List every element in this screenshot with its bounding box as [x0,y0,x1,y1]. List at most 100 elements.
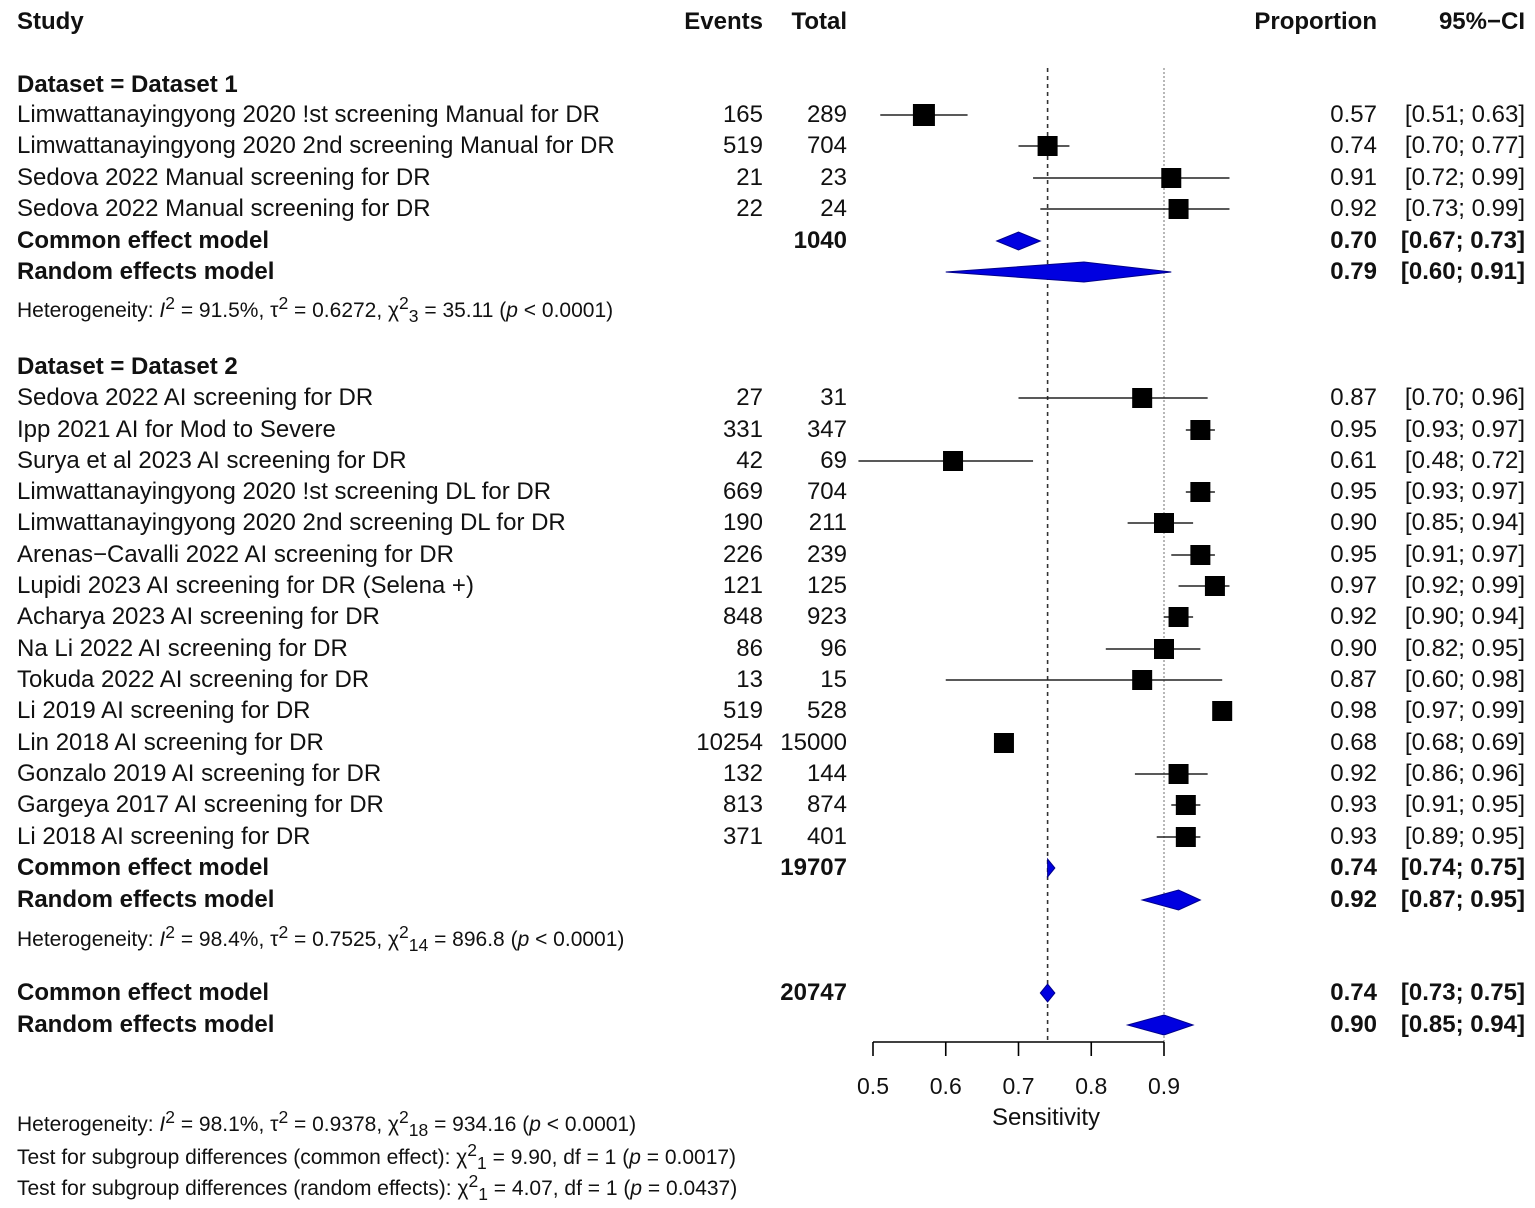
subgroup-test-common: Test for subgroup differences (common ef… [17,1140,737,1174]
group-random-label: Random effects model [17,258,275,285]
study-row: Limwattanayingyong 2020 2nd screening DL… [0,508,1535,538]
study-proportion: 0.93 [1330,791,1377,818]
study-events: 86 [736,635,763,662]
study-row: Na Li 2022 AI screening for DR 86 96 0.90 [0… [0,634,1535,664]
study-events: 13 [736,666,763,693]
study-row: Lupidi 2023 AI screening for DR (Selena … [0,571,1535,601]
study-events: 21 [736,164,763,191]
study-ci: [0.93; 0.97] [1404,478,1525,505]
study-row: Li 2018 AI screening for DR 371 401 0.93 [0.… [0,822,1535,852]
study-total: 31 [820,384,847,411]
group-common-total: 19707 [780,854,847,881]
study-total: 23 [820,164,847,191]
study-total: 15 [820,666,847,693]
study-proportion: 0.95 [1330,541,1377,568]
study-ci: [0.68; 0.69] [1404,729,1525,756]
group-heterogeneity: Heterogeneity: I2 = 91.5%, τ2 = 0.6272, … [17,293,614,327]
study-ci: [0.86; 0.96] [1404,760,1525,787]
study-name: Limwattanayingyong 2020 2nd screening Ma… [17,132,615,159]
study-name: Limwattanayingyong 2020 !st screening Ma… [17,101,600,128]
group-random-row: Random effects model 0.92 [0.87; 0.95] [0,885,1535,915]
study-events: 813 [722,791,763,818]
study-row: Arenas−Cavalli 2022 AI screening for DR 2… [0,540,1535,570]
overall-common-ci: [0.73; 0.75] [1400,979,1525,1006]
x-axis-label: Sensitivity [991,1104,1101,1131]
study-ci: [0.90; 0.94] [1404,603,1525,630]
study-events: 519 [722,132,763,159]
study-events: 22 [736,195,763,222]
study-name: Sedova 2022 Manual screening for DR [17,164,431,191]
study-events: 42 [736,447,763,474]
study-name: Arenas−Cavalli 2022 AI screening for DR [17,541,454,568]
study-proportion: 0.87 [1330,666,1377,693]
study-ci: [0.82; 0.95] [1404,635,1525,662]
study-proportion: 0.91 [1330,164,1377,191]
study-row: Tokuda 2022 AI screening for DR 13 15 0.87 [… [0,665,1535,695]
overall-random-ci: [0.85; 0.94] [1400,1011,1525,1038]
study-ci: [0.70; 0.77] [1404,132,1525,159]
study-events: 10254 [696,729,763,756]
study-total: 289 [806,101,847,128]
study-ci: [0.89; 0.95] [1404,823,1525,850]
study-total: 704 [806,478,847,505]
study-ci: [0.72; 0.99] [1404,164,1525,191]
study-row: Acharya 2023 AI screening for DR 848 923 0.… [0,602,1535,632]
group-label-row: Dataset = Dataset 2 [0,352,1535,382]
study-events: 371 [722,823,763,850]
study-proportion: 0.95 [1330,478,1377,505]
overall-heterogeneity: Heterogeneity: I2 = 98.1%, τ2 = 0.9378, … [17,1107,637,1141]
x-axis-tick-label: 0.6 [929,1073,962,1099]
study-row: Li 2019 AI screening for DR 519 528 0.98 [0.… [0,696,1535,726]
study-row: Limwattanayingyong 2020 !st screening Ma… [0,100,1535,130]
study-row: Sedova 2022 Manual screening for DR 21 23 0… [0,163,1535,193]
study-total: 874 [806,791,847,818]
header-study: Study [17,8,84,35]
study-events: 331 [722,416,763,443]
x-axis-tick-label: 0.9 [1148,1073,1180,1099]
study-proportion: 0.90 [1330,635,1377,662]
study-name: Li 2018 AI screening for DR [17,823,311,850]
study-row: Lin 2018 AI screening for DR 10254 15000 0.… [0,728,1535,758]
group-label-row: Dataset = Dataset 1 [0,70,1535,100]
overall-random-row: Random effects model 0.90 [0.85; 0.94] [0,1010,1535,1040]
study-events: 669 [722,478,763,505]
study-proportion: 0.92 [1330,603,1377,630]
study-name: Tokuda 2022 AI screening for DR [17,666,370,693]
study-total: 528 [806,697,847,724]
header-events: Events [684,8,763,35]
group-random-ci: [0.87; 0.95] [1400,886,1525,913]
study-ci: [0.93; 0.97] [1404,416,1525,443]
study-events: 121 [722,572,763,599]
study-events: 226 [722,541,763,568]
study-ci: [0.85; 0.94] [1404,509,1525,536]
study-name: Gargeya 2017 AI screening for DR [17,791,384,818]
study-proportion: 0.98 [1330,697,1377,724]
study-row: Gargeya 2017 AI screening for DR 813 874 0.… [0,790,1535,820]
study-total: 704 [806,132,847,159]
study-row: Sedova 2022 Manual screening for DR 22 24 0… [0,194,1535,224]
study-row: Ipp 2021 AI for Mod to Severe 331 347 0.95 [… [0,415,1535,445]
study-ci: [0.92; 0.99] [1404,572,1525,599]
study-name: Sedova 2022 AI screening for DR [17,384,374,411]
study-name: Na Li 2022 AI screening for DR [17,635,348,662]
study-ci: [0.51; 0.63] [1404,101,1525,128]
study-proportion: 0.97 [1330,572,1377,599]
study-name: Li 2019 AI screening for DR [17,697,311,724]
group-common-proportion: 0.70 [1330,227,1377,254]
group-common-ci: [0.67; 0.73] [1400,227,1525,254]
study-proportion: 0.92 [1330,760,1377,787]
header-proportion: Proportion [1254,8,1377,35]
study-proportion: 0.92 [1330,195,1377,222]
group-random-label: Random effects model [17,886,275,913]
study-ci: [0.91; 0.95] [1404,791,1525,818]
group-label: Dataset = Dataset 2 [17,353,238,380]
study-total: 96 [820,635,847,662]
study-total: 69 [820,447,847,474]
study-proportion: 0.57 [1330,101,1377,128]
study-total: 125 [806,572,847,599]
study-name: Lupidi 2023 AI screening for DR (Selena … [17,572,474,599]
study-name: Acharya 2023 AI screening for DR [17,603,380,630]
x-axis-tick-label: 0.7 [1002,1073,1035,1099]
study-total: 347 [806,416,847,443]
group-common-proportion: 0.74 [1330,854,1377,881]
